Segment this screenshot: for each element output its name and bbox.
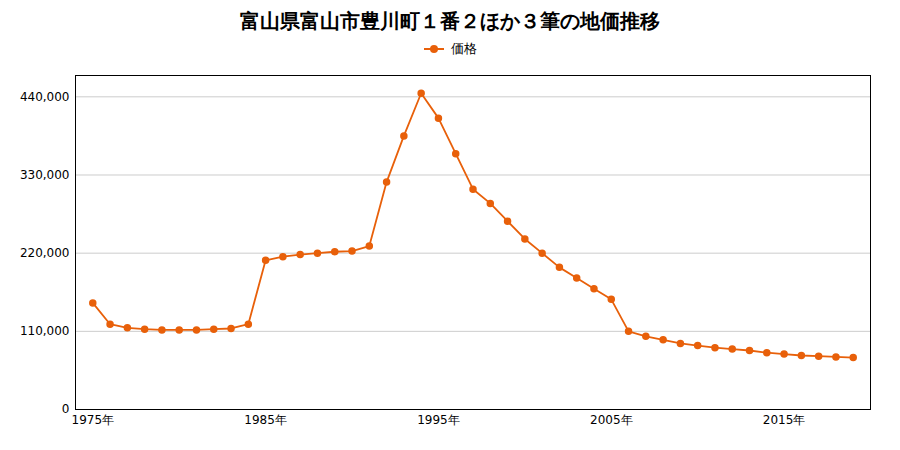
svg-text:0: 0 bbox=[62, 402, 70, 416]
svg-text:440,000: 440,000 bbox=[20, 90, 70, 104]
svg-text:2005年: 2005年 bbox=[590, 413, 633, 427]
html-text:富山県富山市豊川町１番２ほか３筆の地価推移: 富山県富山市豊川町１番２ほか３筆の地価推移 bbox=[240, 9, 660, 33]
html-text:価格: 価格 bbox=[451, 41, 477, 56]
svg-text:2015年: 2015年 bbox=[763, 413, 806, 427]
svg-text:110,000: 110,000 bbox=[20, 324, 70, 338]
svg-text:220,000: 220,000 bbox=[20, 246, 70, 260]
svg-text:1995年: 1995年 bbox=[417, 413, 460, 427]
svg-text:330,000: 330,000 bbox=[20, 168, 70, 182]
svg-text:1985年: 1985年 bbox=[244, 413, 287, 427]
svg-text:1975年: 1975年 bbox=[72, 413, 115, 427]
